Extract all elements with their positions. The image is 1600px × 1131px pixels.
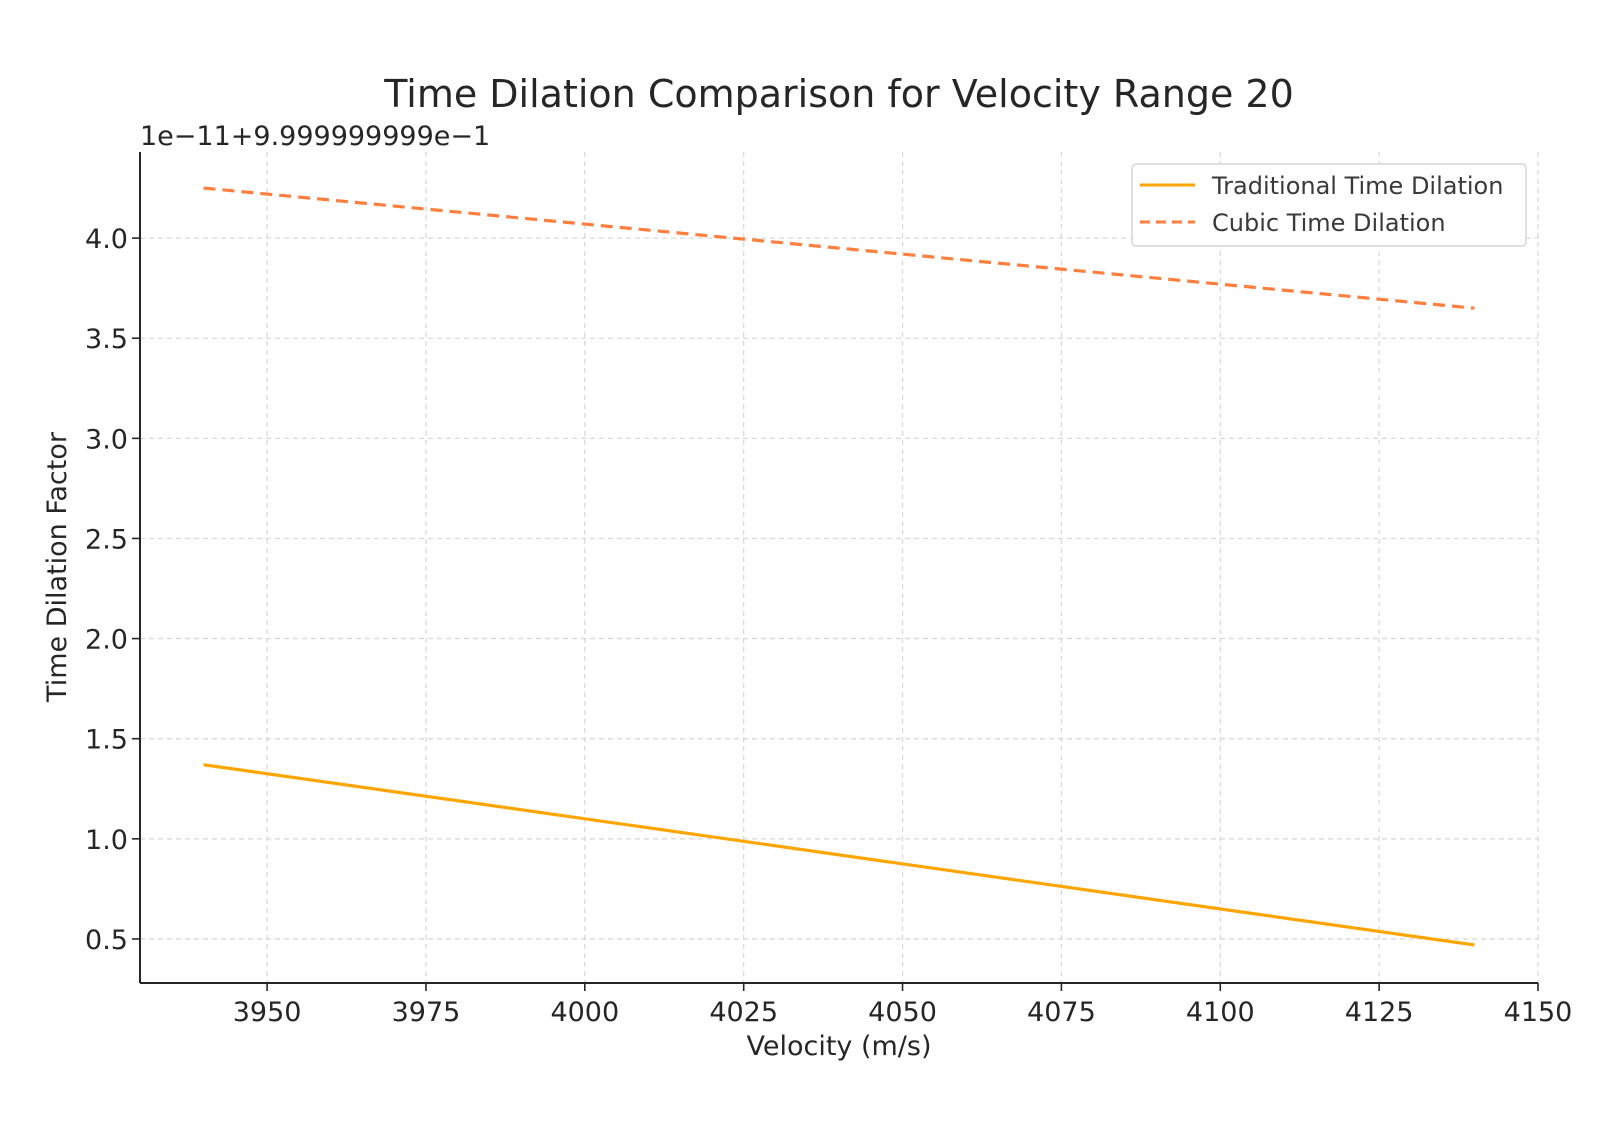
y-tick-label: 4.0 bbox=[85, 224, 128, 255]
y-tick-label: 0.5 bbox=[85, 925, 128, 956]
x-tick-label: 4125 bbox=[1345, 997, 1414, 1028]
y-axis-label: Time Dilation Factor bbox=[42, 431, 73, 703]
x-tick-label: 4100 bbox=[1186, 997, 1255, 1028]
x-axis-ticks: 3950 3975 4000 4025 4050 4075 4100 4125 4150 bbox=[233, 983, 1573, 1028]
legend-label-traditional: Traditional Time Dilation bbox=[1211, 172, 1503, 200]
series-lines bbox=[203, 186, 1475, 947]
series-line-traditional bbox=[203, 763, 1475, 947]
x-tick-label: 4150 bbox=[1504, 997, 1573, 1028]
x-tick-label: 3950 bbox=[233, 997, 302, 1028]
series-line-cubic bbox=[203, 186, 1475, 310]
y-tick-label: 2.0 bbox=[85, 625, 128, 656]
legend: Traditional Time Dilation Cubic Time Dil… bbox=[1131, 163, 1527, 247]
legend-box bbox=[1131, 163, 1527, 247]
y-axis-ticks: 0.5 1.0 1.5 2.0 2.5 3.0 3.5 4.0 bbox=[85, 224, 140, 956]
y-tick-label: 2.5 bbox=[85, 524, 128, 555]
y-tick-label: 1.0 bbox=[85, 825, 128, 856]
y-tick-label: 3.5 bbox=[85, 324, 128, 355]
x-tick-label: 4000 bbox=[550, 997, 619, 1028]
x-tick-label: 4075 bbox=[1027, 997, 1096, 1028]
legend-label-cubic: Cubic Time Dilation bbox=[1212, 209, 1446, 237]
chart-title: Time Dilation Comparison for Velocity Ra… bbox=[383, 72, 1294, 116]
y-offset-text: 1e−11+9.999999999e−1 bbox=[140, 121, 490, 152]
y-tick-label: 1.5 bbox=[85, 725, 128, 756]
y-tick-label: 3.0 bbox=[85, 424, 128, 455]
x-tick-label: 4025 bbox=[709, 997, 778, 1028]
x-tick-label: 4050 bbox=[868, 997, 937, 1028]
x-axis-label: Velocity (m/s) bbox=[746, 1031, 931, 1062]
grid-lines bbox=[140, 152, 1539, 983]
x-tick-label: 3975 bbox=[392, 997, 461, 1028]
